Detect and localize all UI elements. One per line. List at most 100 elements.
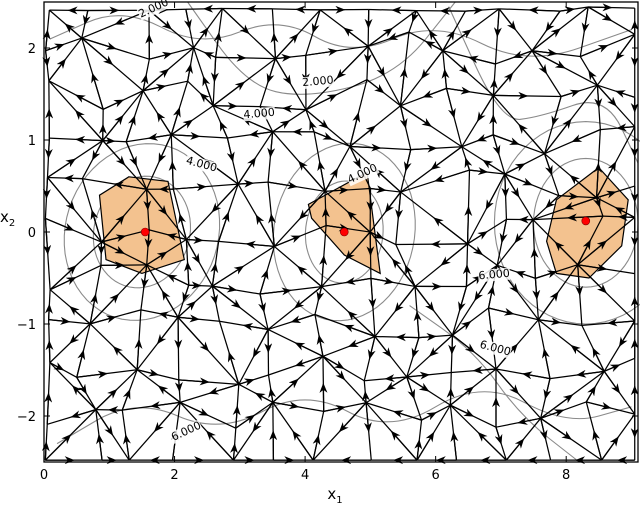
- mesh-arrow: [559, 6, 576, 15]
- mesh-arrow: [345, 231, 371, 261]
- mesh-arrow: [416, 431, 435, 461]
- mesh-arrow: [252, 402, 274, 433]
- mesh-arrow: [404, 264, 416, 287]
- mesh-arrow: [76, 370, 108, 379]
- mesh-arrow: [391, 258, 416, 287]
- mesh-arrow: [338, 402, 367, 433]
- contour-line: [63, 143, 221, 321]
- mesh-arrow: [428, 29, 444, 52]
- x-axis-title-sub: 1: [336, 495, 342, 505]
- mesh-arrow: [571, 129, 601, 143]
- mesh-arrow: [493, 8, 502, 38]
- mesh-arrow: [543, 378, 552, 400]
- mesh-arrow: [292, 430, 314, 461]
- mesh-arrow: [370, 276, 394, 285]
- mesh-arrow: [324, 168, 339, 192]
- contour-label: 6.000: [478, 338, 512, 359]
- x-tick-label: 6: [432, 468, 440, 483]
- mesh-arrow: [504, 173, 533, 186]
- mesh-arrow: [367, 27, 394, 47]
- mesh-arrow: [186, 235, 204, 244]
- mesh-arrow: [588, 70, 598, 86]
- mesh-arrow: [450, 404, 475, 417]
- mesh-arrow: [41, 441, 50, 461]
- mesh-arrow: [554, 241, 579, 266]
- contour-label-item: 6.000: [169, 419, 204, 444]
- contour-label-bg: [345, 161, 380, 187]
- mesh-arrow: [238, 179, 255, 188]
- mesh-arrow: [294, 342, 324, 357]
- mesh-arrow: [575, 264, 584, 297]
- mesh-arrow: [89, 293, 98, 324]
- mesh-arrow: [441, 68, 450, 89]
- contour-label-bg: [477, 267, 511, 283]
- mesh-arrow: [113, 181, 147, 190]
- highlight-point: [581, 216, 591, 226]
- mesh-arrow: [450, 386, 474, 406]
- mesh-arrow: [403, 149, 412, 172]
- contour-line: [272, 142, 416, 322]
- mesh-arrow: [517, 417, 541, 425]
- mesh-arrow: [185, 239, 200, 264]
- mesh-arrow: [290, 313, 316, 324]
- mesh-arrow: [616, 123, 635, 132]
- mesh-arrow: [410, 144, 438, 153]
- mesh-arrow: [462, 264, 471, 287]
- mesh-arrow: [125, 141, 137, 167]
- mesh-arrow: [504, 163, 526, 175]
- mesh-arrow: [406, 371, 431, 380]
- y-axis-title-main: x: [0, 208, 9, 226]
- mesh-arrow: [237, 157, 256, 185]
- mesh-arrow: [48, 316, 71, 325]
- mesh-arrow: [170, 119, 194, 136]
- mesh-arrow: [367, 336, 376, 360]
- mesh-arrow: [544, 118, 572, 155]
- mesh-arrow: [601, 436, 619, 461]
- mesh-arrow: [182, 285, 191, 303]
- mesh-arrow: [242, 322, 269, 331]
- mesh-arrow: [298, 160, 326, 192]
- mesh-arrow: [570, 344, 605, 372]
- mesh-arrow: [184, 261, 193, 286]
- mesh-arrow: [587, 6, 613, 22]
- mesh-arrow: [294, 355, 324, 367]
- mesh-arrow: [596, 190, 617, 199]
- mesh-arrow: [258, 293, 266, 313]
- mesh-arrow: [199, 92, 214, 107]
- mesh-arrow: [577, 240, 607, 266]
- mesh-arrow: [49, 276, 77, 291]
- highlight-point: [140, 227, 150, 237]
- mesh-arrow: [322, 355, 345, 370]
- mesh-arrow: [44, 392, 53, 425]
- mesh-arrow: [305, 48, 338, 57]
- mesh-arrow: [121, 388, 131, 411]
- mesh-arrow: [614, 207, 636, 218]
- mesh-arrow: [440, 243, 468, 266]
- mesh-arrow: [206, 430, 234, 461]
- mesh-arrow: [539, 418, 548, 441]
- mesh-arrow: [434, 169, 470, 183]
- mesh-arrow: [384, 374, 407, 383]
- mesh-arrow: [343, 27, 369, 47]
- mesh-arrow: [387, 31, 410, 40]
- mesh-arrow: [48, 58, 66, 82]
- mesh-arrow: [472, 366, 497, 375]
- mesh-arrow: [295, 5, 321, 14]
- mesh-arrow: [305, 109, 329, 129]
- mesh-arrow: [363, 46, 372, 64]
- mesh-arrow: [227, 351, 240, 385]
- mesh-arrow: [123, 434, 131, 461]
- mesh-arrow: [147, 132, 172, 141]
- contour-line: [493, 121, 640, 325]
- mesh-arrow: [433, 217, 468, 245]
- mesh-arrow: [96, 433, 105, 461]
- mesh-arrow: [76, 349, 86, 378]
- mesh-arrow: [492, 72, 514, 96]
- mesh-arrow: [255, 214, 275, 247]
- mesh-arrow: [545, 10, 561, 32]
- mesh-arrow: [275, 33, 299, 60]
- mesh-arrow: [532, 278, 541, 301]
- mesh-arrow: [512, 50, 533, 59]
- x-tick-label: 8: [562, 468, 570, 483]
